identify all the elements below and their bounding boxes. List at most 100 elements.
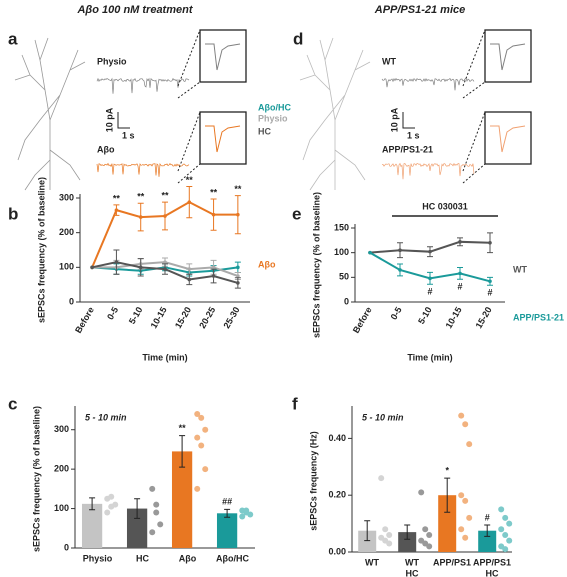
trace-label: Physio (97, 56, 127, 66)
treatment-label: HC 030031 (422, 201, 468, 211)
bar (398, 532, 417, 552)
data-point (104, 509, 111, 516)
bar (216, 513, 238, 548)
data-point (163, 267, 167, 271)
data-point (466, 441, 473, 448)
annotation: 5 - 10 min (362, 412, 404, 422)
inset-box (199, 29, 247, 83)
panel-letter: f (292, 394, 298, 413)
data-point (418, 489, 425, 496)
y-tick-label: 200 (54, 464, 69, 474)
data-point (211, 265, 216, 270)
significance: ** (161, 191, 169, 201)
data-point (428, 276, 432, 281)
x-tick-label: APP/PS1 (473, 557, 511, 567)
x-tick-label: Physio (83, 553, 113, 563)
bar (81, 503, 103, 548)
inset-trace (205, 43, 241, 71)
data-point (236, 274, 240, 278)
legend-label: Aβo (258, 259, 276, 269)
data-point (187, 277, 192, 282)
data-point (502, 514, 509, 521)
x-tick-label: 15-20 (173, 305, 193, 330)
significance: ** (113, 193, 121, 203)
data-point (236, 212, 240, 217)
data-point (202, 426, 209, 433)
data-point (239, 513, 246, 520)
neuron-sketch (14, 37, 86, 191)
data-point (506, 537, 513, 544)
data-point (236, 281, 240, 285)
x-tick-label: 5-10 (127, 305, 145, 326)
x-tick-label: Before (73, 305, 96, 335)
data-point (198, 414, 205, 421)
panel-title: APP/PS1-21 mice (374, 4, 466, 16)
y-tick-label: 100 (334, 247, 349, 257)
legend-label: Physio (258, 113, 288, 123)
y-tick-label: 0.00 (328, 546, 346, 556)
data-point (398, 268, 402, 272)
significance: # (427, 287, 432, 297)
bar (358, 530, 377, 552)
legend-label: HC (258, 126, 271, 136)
scale-bar (117, 112, 130, 129)
data-point (194, 410, 201, 417)
legend-label: WT (513, 264, 527, 274)
data-point (211, 212, 216, 217)
y-axis-label: sEPSCs frequency (% of baseline) (36, 177, 46, 323)
panel-letter: c (8, 394, 17, 413)
bar (126, 508, 148, 548)
data-point (90, 265, 94, 270)
data-point (198, 442, 205, 449)
data-point (398, 248, 402, 252)
data-point (149, 529, 156, 536)
error-bar (89, 497, 96, 511)
x-tick-label: Aβo/HC (216, 553, 249, 563)
x-axis-label: Time (min) (142, 352, 187, 362)
trace-label: WT (382, 56, 396, 66)
data-point (462, 421, 469, 428)
significance: ** (234, 184, 242, 194)
inset-trace (205, 125, 241, 153)
y-tick-label: 0 (344, 296, 349, 306)
trace (381, 162, 475, 180)
y-axis-label: sEPSCs frequency (Hz) (308, 431, 318, 531)
data-point (163, 214, 167, 218)
y-tick-label: 100 (54, 503, 69, 513)
panel-letter: e (292, 204, 301, 223)
trace-label: APP/PS1-21 (382, 144, 433, 154)
data-point (378, 475, 385, 482)
inset-box (199, 111, 247, 165)
x-tick-label: Aβo (179, 553, 197, 563)
error-bar (224, 508, 231, 518)
y-tick-label: 200 (59, 227, 74, 237)
data-point (502, 546, 509, 553)
data-point (458, 526, 465, 533)
data-point (157, 521, 164, 528)
data-point (382, 526, 389, 533)
panel-letter: b (8, 204, 18, 223)
x-tick-label: 25-30 (221, 305, 241, 330)
trace (96, 77, 190, 94)
zoom-lines (462, 29, 486, 99)
zoom-lines (177, 29, 201, 99)
panel-letter: d (293, 29, 303, 48)
error-bar (444, 477, 451, 513)
data-point (426, 543, 433, 550)
significance: ** (186, 175, 194, 185)
data-point (163, 260, 167, 264)
data-point (247, 511, 254, 518)
data-point (114, 208, 119, 212)
inset-box (484, 29, 532, 83)
data-point (488, 279, 492, 284)
x-tick-label: HC (136, 553, 149, 563)
significance: # (485, 512, 490, 522)
bar (171, 451, 193, 548)
data-point (458, 240, 462, 244)
significance: # (457, 282, 462, 292)
data-point (202, 466, 209, 473)
y-tick-label: 50 (339, 272, 349, 282)
axis (351, 406, 512, 553)
x-tick-label: 0-5 (105, 305, 120, 321)
